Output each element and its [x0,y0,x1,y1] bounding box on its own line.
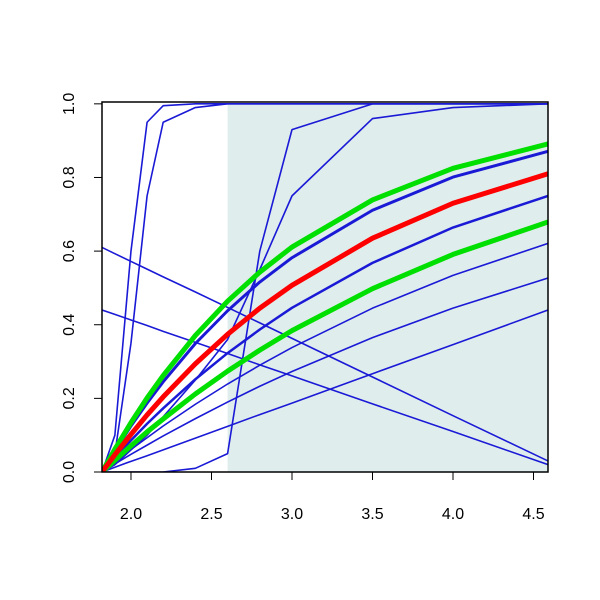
x-tick-label: 4.5 [522,506,544,523]
line [102,141,548,472]
y-tick-label: 0.0 [61,461,78,483]
y-tick-label: 0.6 [61,240,78,262]
line [102,309,548,472]
y-tick-label: 0.8 [61,166,78,188]
line [102,171,548,472]
x-tick-label: 2.5 [200,506,222,523]
x-tick-label: 3.5 [361,506,383,523]
plot-frame [101,101,549,473]
shaded-region [227,103,549,473]
x-tick-label: 3.0 [281,506,303,523]
y-tick-label: 1.0 [61,93,78,115]
y-tick-label: 0.4 [61,314,78,336]
line [102,219,548,472]
y-tick-label: 0.2 [61,387,78,409]
line [102,194,548,472]
line [102,103,548,472]
line [102,277,548,472]
line [102,246,548,462]
x-tick-label: 2.0 [120,506,142,523]
x-tick-label: 4.0 [442,506,464,523]
